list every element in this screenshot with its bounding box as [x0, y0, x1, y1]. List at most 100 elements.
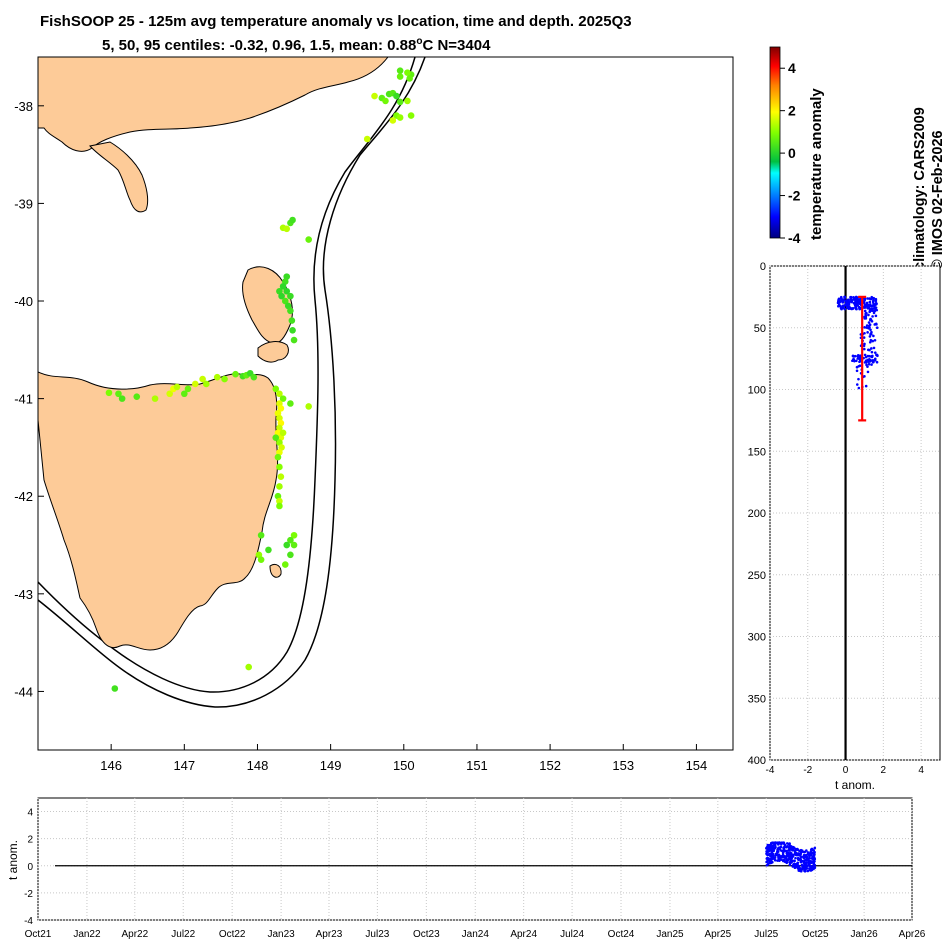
profile-point	[844, 299, 847, 302]
map-point	[279, 429, 287, 437]
map-point	[245, 663, 252, 671]
map-point	[404, 97, 411, 105]
profile-point	[875, 326, 879, 330]
profile-grid: -4 -2 0 2 4 0 50 100 150 200 250 300 350 400	[748, 261, 940, 776]
ts-point	[813, 863, 816, 867]
map-point	[166, 390, 173, 398]
profile-point	[867, 362, 871, 366]
ts-point	[796, 857, 800, 861]
profile-point	[855, 383, 859, 386]
ts-point	[781, 851, 785, 855]
profile-point	[856, 354, 860, 357]
ts-xtick-label: Jul24	[560, 929, 584, 940]
profile-point	[864, 355, 868, 359]
map-point	[277, 405, 285, 412]
ts-ytick-label: -4	[24, 916, 33, 927]
ts-point	[770, 851, 774, 855]
profile-point	[868, 300, 872, 304]
map-point	[276, 497, 283, 505]
map-point	[265, 546, 272, 554]
map-point	[287, 292, 294, 300]
map-point	[396, 73, 404, 80]
ts-point	[805, 853, 808, 857]
map-xtick-label: 146	[100, 758, 122, 773]
colorbar-tick-label: 2	[788, 103, 796, 119]
profile-point	[866, 297, 869, 300]
time-series: Oct21 Jan22 Apr22 Jul22 Oct22 Jan23 Apr23 Jul23…	[6, 797, 926, 940]
profile-point	[868, 335, 872, 338]
map-ytick-label: -38	[14, 99, 33, 114]
profile-point	[849, 299, 853, 303]
ts-point	[802, 850, 806, 854]
ts-point	[802, 867, 806, 871]
ts-point	[776, 859, 779, 862]
profile-point	[854, 295, 858, 299]
profile-point	[870, 347, 873, 350]
ts-point	[788, 863, 792, 867]
map-point	[173, 383, 181, 391]
profile-point	[849, 297, 853, 301]
profile-point	[857, 377, 860, 381]
profile-ytick-label: 0	[760, 261, 766, 273]
ts-point	[782, 858, 786, 862]
map-point	[272, 385, 280, 393]
profile-xtick-label: -2	[803, 765, 812, 776]
map-point	[276, 463, 283, 471]
profile-point	[865, 326, 868, 329]
profile-point	[852, 355, 856, 358]
map-xtick-label: 152	[539, 758, 561, 773]
map-ytick-label: -40	[14, 294, 33, 309]
profile-ytick-label: 200	[748, 508, 766, 520]
profile-point	[874, 299, 878, 303]
map-point	[257, 556, 265, 563]
profile-point	[852, 295, 855, 299]
profile-point	[872, 334, 875, 338]
profile-point	[858, 354, 862, 357]
ts-point	[811, 856, 815, 860]
ts-point	[800, 863, 804, 867]
ts-xtick-label: Oct24	[608, 929, 635, 940]
map-point	[290, 541, 298, 549]
ts-point	[799, 857, 802, 861]
map-point	[276, 502, 283, 510]
profile-point	[865, 359, 868, 362]
map-point	[257, 531, 265, 539]
cape-barren-island	[257, 341, 289, 363]
chart-subtitle: 5, 50, 95 centiles: -0.32, 0.96, 1.5, me…	[102, 36, 491, 54]
profile-point	[856, 357, 860, 360]
map-point	[406, 75, 413, 82]
ts-xtick-label: Jan26	[850, 929, 878, 940]
ts-ytick-label: 2	[27, 835, 33, 846]
profile-point	[864, 315, 867, 319]
profile-point	[867, 321, 871, 324]
profile-point	[868, 326, 871, 329]
ts-point	[791, 865, 795, 868]
colorbar: -4 -2 0 2 4	[769, 46, 801, 246]
ts-point	[788, 846, 792, 850]
ts-xtick-label: Oct23	[413, 929, 440, 940]
map-xtick-label: 147	[173, 758, 195, 773]
profile-ytick-label: 50	[754, 323, 766, 335]
map-point	[276, 483, 283, 490]
profile-point	[863, 375, 866, 378]
profile-point	[863, 326, 866, 329]
profile-point	[871, 315, 874, 318]
ts-point	[794, 848, 798, 852]
map-point	[389, 117, 397, 124]
ts-point	[799, 868, 803, 872]
profile-point	[857, 302, 861, 305]
profile-point	[870, 295, 874, 299]
ts-point	[779, 845, 783, 849]
profile-point	[869, 358, 872, 362]
map-point	[396, 67, 404, 74]
map-point	[105, 389, 113, 397]
map-ytick-label: -42	[14, 489, 33, 504]
ts-point	[793, 866, 797, 869]
ts-point	[786, 851, 790, 855]
profile-point	[875, 360, 879, 364]
profile-point	[864, 311, 868, 315]
map-point	[181, 390, 188, 398]
profile-point	[855, 369, 859, 373]
map-point	[305, 236, 312, 243]
profile-point	[870, 319, 874, 323]
